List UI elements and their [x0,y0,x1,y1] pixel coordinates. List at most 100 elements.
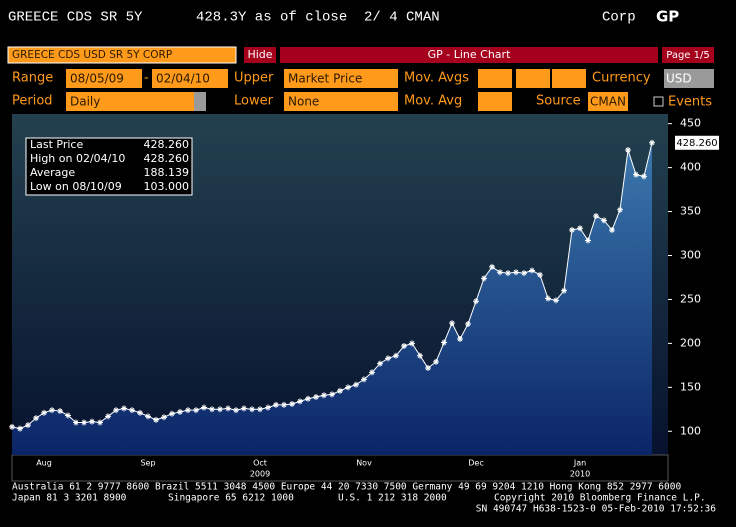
point-marker [305,395,311,402]
point-marker [409,340,415,347]
x-tick-label: Nov [356,459,372,468]
point-marker [489,263,495,270]
stat-label: High on 02/04/10 [30,152,125,165]
stats: Last Price 428.260 High on 02/04/10 428.260… [30,138,189,193]
point-marker [561,287,567,294]
market: Corp [602,10,636,26]
point-marker [161,414,167,421]
currency-label: Currency [592,71,651,86]
x-tick-label: Jan [573,459,586,468]
footer-sn: SN 490747 H638-1523-0 05-Feb-2010 17:52:… [476,504,716,515]
stat-label: Low on 08/10/09 [30,180,122,193]
point-marker [329,391,335,398]
point-marker [233,407,239,414]
point-marker [313,393,319,400]
point-marker [537,271,543,278]
point-marker [529,267,535,274]
point-marker [57,408,63,415]
y-tick-label: 100 [680,424,701,437]
point-marker [401,343,407,350]
point-marker [361,376,367,383]
point-marker [273,401,279,408]
source: CMAN [590,95,626,109]
lower-box[interactable] [284,92,398,111]
point-marker [65,412,71,419]
x-year-label: 2010 [570,470,590,479]
period-dropdown[interactable] [194,92,206,111]
point-marker [577,225,583,232]
point-marker [513,269,519,276]
point-marker [201,404,207,411]
point-marker [73,419,79,426]
point-marker [433,358,439,365]
point-marker [569,227,575,234]
start-box[interactable] [66,69,142,88]
page-box[interactable] [662,47,714,63]
point-marker [601,217,607,224]
point-marker [345,384,351,391]
last-value-label: 428.260 [676,138,717,149]
period-box[interactable] [66,92,206,111]
events: Events [668,95,712,110]
hide: Hide [247,48,272,61]
source-box[interactable] [588,92,628,111]
point-marker [625,147,631,154]
point-marker [25,422,31,429]
lower-label: Lower [234,94,274,109]
point-marker [281,401,287,408]
point-marker [337,387,343,394]
events-checkbox[interactable] [653,96,664,107]
ticker-box[interactable] [7,46,237,64]
point-marker [217,406,223,413]
point-marker [169,410,175,417]
hide-button[interactable] [244,47,276,63]
footer-copyright: Copyright 2010 Bloomberg Finance L.P. [494,493,706,504]
y-tick-label: 200 [680,336,701,349]
x-axis-strip [11,454,669,482]
point-marker [193,407,199,414]
mov-avg-box[interactable] [552,69,586,88]
y-tick-label: 250 [680,292,701,305]
currency-box[interactable] [664,69,714,88]
point-marker [481,275,487,282]
point-marker [177,408,183,415]
currency: USD [666,72,692,86]
stat-value: 428.260 [144,138,190,151]
point-marker [241,405,247,412]
footer-singapore: Singapore 65 6212 1000 [168,493,294,504]
point-marker [81,419,87,426]
point-marker [185,407,191,414]
point-marker [257,406,263,413]
security: GREECE CDS SR 5Y [8,10,143,26]
mov-avg-box[interactable] [478,69,512,88]
point-marker [377,360,383,367]
upper-box[interactable] [284,69,398,88]
range-label: Range [12,71,53,86]
point-marker [353,381,359,388]
point-marker [393,352,399,359]
point-marker [89,418,95,425]
point-marker [497,269,503,276]
point-marker [545,295,551,302]
point-marker [49,407,55,414]
period: Daily [70,95,100,109]
point-marker [641,173,647,180]
point-marker [441,339,447,346]
mov-avg-box[interactable] [516,69,550,88]
y-tick-label: 350 [680,205,701,218]
x-tick-label: Dec [468,459,483,468]
page: Page 1/5 [666,50,709,61]
point-marker [385,355,391,362]
end-box[interactable] [152,69,228,88]
mov-avg-box[interactable] [478,92,512,111]
plot: 100 150 200 250 300 350 400 450 Aug Sep Oct Nov Dec J… [9,117,719,479]
point-marker [553,297,559,304]
point-marker [449,320,455,327]
point-marker [457,335,463,342]
point-marker [9,423,15,430]
point-marker [33,415,39,422]
end: 02/04/10 [156,72,210,86]
footer-us: U.S. 1 212 318 2000 [338,493,447,504]
stats-box [25,137,193,196]
